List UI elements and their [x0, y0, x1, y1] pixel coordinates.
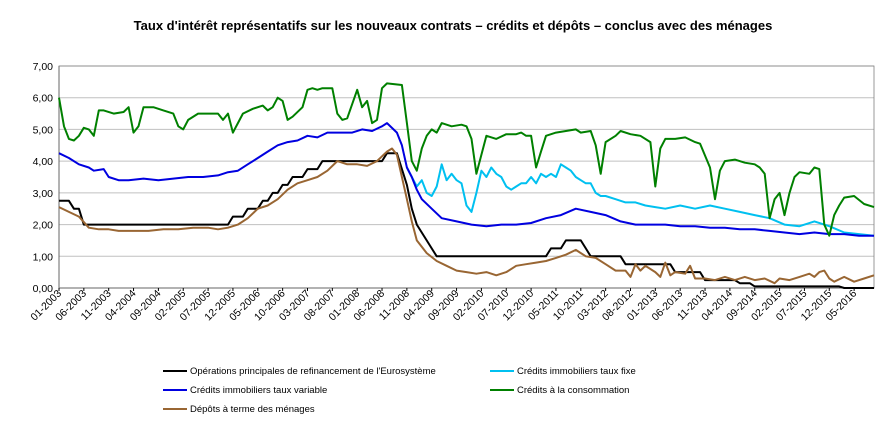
y-tick-label: 1,00 — [33, 251, 54, 263]
y-tick-label: 6,00 — [33, 93, 54, 105]
series-line — [58, 82, 875, 237]
plot-frame — [58, 65, 875, 289]
y-tick-label: 4,00 — [33, 156, 54, 168]
legend-label: Crédits immobiliers taux variable — [190, 385, 327, 396]
legend-label: Crédits à la consommation — [517, 385, 629, 396]
y-tick-label: 3,00 — [33, 188, 54, 200]
y-axis-ticks: 0,00 1,00 2,00 3,00 4,00 5,00 6,00 7,00 — [33, 61, 54, 295]
series-line — [406, 163, 875, 237]
series-line — [59, 152, 874, 289]
legend-label: Opérations principales de refinancement … — [190, 366, 436, 377]
chart-title: Taux d'intérêt représentatifs sur les no… — [134, 18, 773, 33]
series-line — [58, 122, 874, 237]
series-lines — [58, 82, 875, 289]
legend-label: Dépôts à terme des ménages — [190, 404, 315, 415]
y-tick-label: 2,00 — [33, 220, 54, 232]
y-tick-label: 0,00 — [33, 283, 54, 295]
y-tick-label: 7,00 — [33, 61, 54, 73]
x-axis-ticks: 01-200306-200311-200304-200409-200402-20… — [28, 288, 859, 324]
legend-label: Crédits immobiliers taux fixe — [517, 366, 636, 377]
legend: Opérations principales de refinancement … — [163, 366, 636, 415]
series-line — [58, 147, 875, 285]
y-tick-label: 5,00 — [33, 124, 54, 136]
